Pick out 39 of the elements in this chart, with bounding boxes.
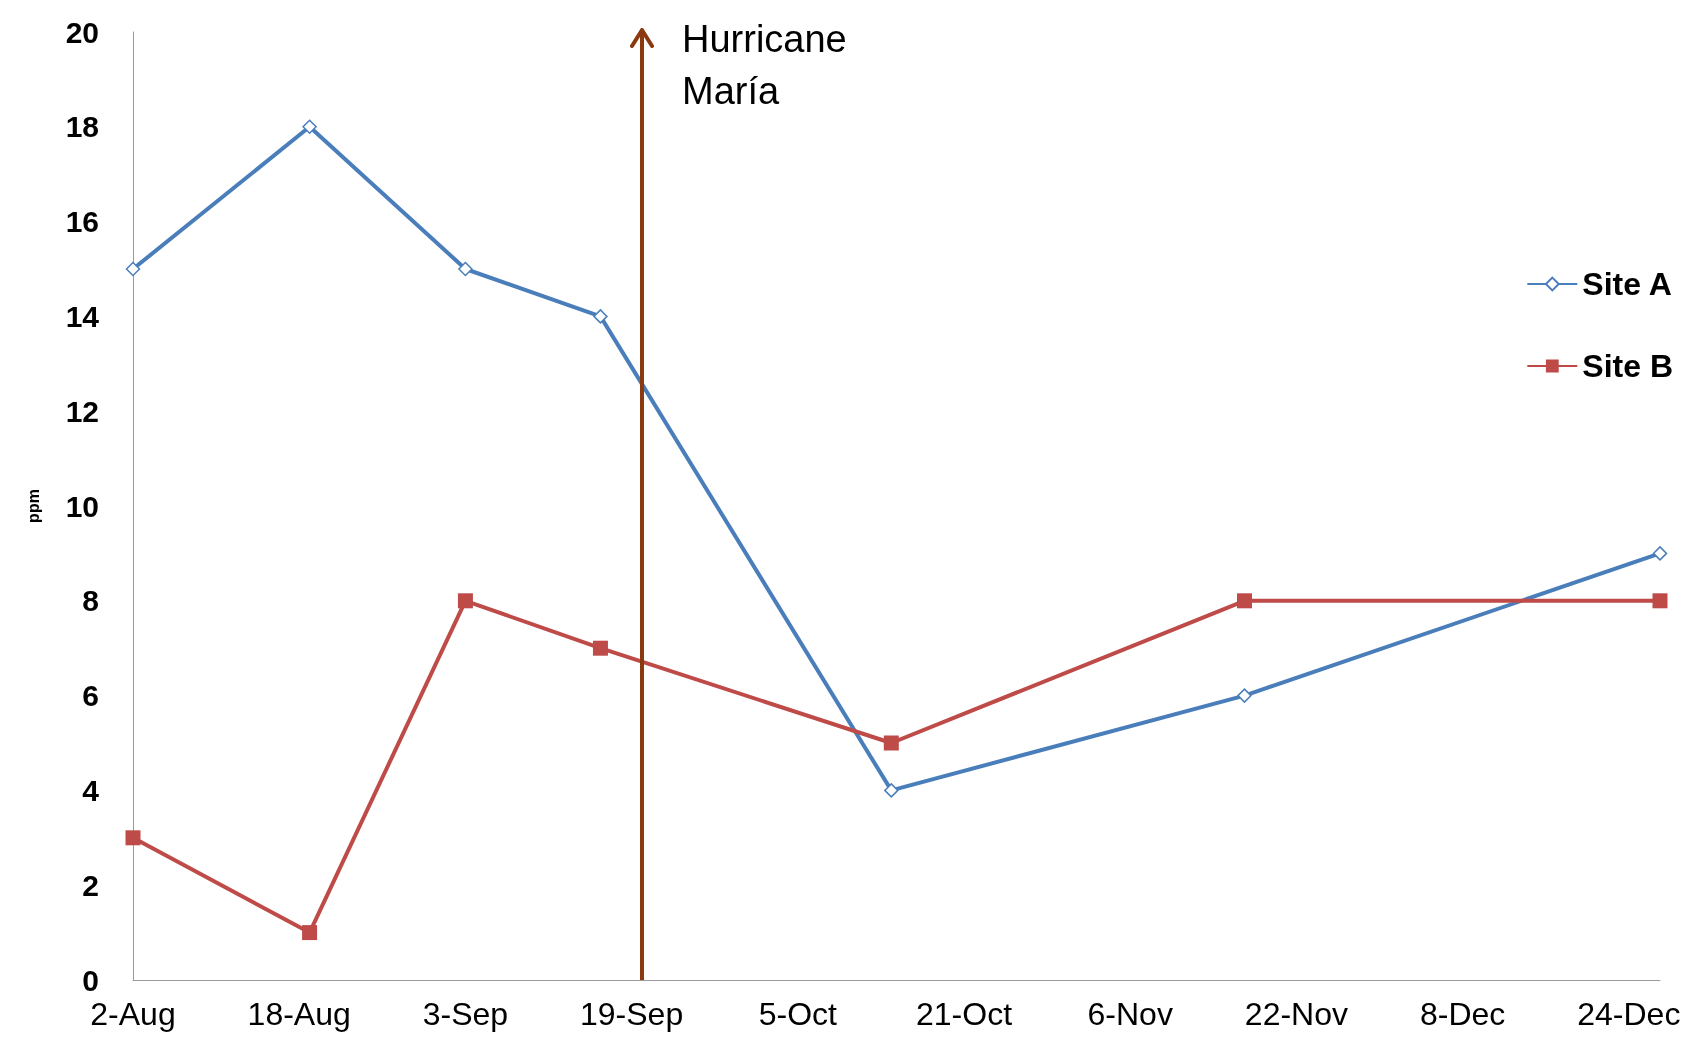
legend-label: Site A <box>1582 266 1672 302</box>
legend-label: Site B <box>1582 348 1673 384</box>
point <box>457 593 473 609</box>
x-tick-label: 19-Sep <box>580 996 684 1032</box>
y-tick-label: 6 <box>82 679 99 713</box>
point <box>1652 593 1668 609</box>
point <box>1237 688 1252 703</box>
y-tick-label: 16 <box>65 205 99 239</box>
point <box>593 309 608 324</box>
ref-line-label: Hurricane María <box>682 18 847 112</box>
point <box>1236 593 1252 609</box>
point <box>1652 546 1668 561</box>
y-tick-label: 20 <box>65 15 99 49</box>
x-tick-label: 24-Dec <box>1577 996 1681 1032</box>
x-tick-label: 22-Nov <box>1244 996 1349 1032</box>
x-tick-label: 8-Dec <box>1419 996 1506 1032</box>
point <box>458 261 473 277</box>
y-tick-label: 4 <box>82 773 100 807</box>
y-tick-label: 2 <box>82 868 99 902</box>
y-tick-label: 0 <box>82 963 99 997</box>
point <box>125 261 141 277</box>
x-tick-label: 18-Aug <box>247 996 351 1032</box>
x-tick-label: 3-Sep <box>422 996 509 1032</box>
x-tick-label: 5-Oct <box>758 996 838 1032</box>
point <box>125 830 141 846</box>
y-tick-label: 10 <box>65 489 99 523</box>
x-tick-label: 6-Nov <box>1087 996 1173 1032</box>
y-axis-title: ppm <box>24 489 42 523</box>
y-tick-label: 8 <box>82 584 99 618</box>
point <box>884 783 899 798</box>
y-tick-label: 18 <box>65 110 99 144</box>
x-tick-label: 2-Aug <box>90 996 176 1032</box>
y-tick-label: 14 <box>65 299 100 333</box>
point <box>302 925 318 941</box>
point <box>302 119 317 135</box>
point <box>592 640 608 656</box>
point <box>883 735 899 751</box>
x-tick-label: 21-Oct <box>916 996 1013 1032</box>
y-tick-label: 12 <box>65 394 99 428</box>
